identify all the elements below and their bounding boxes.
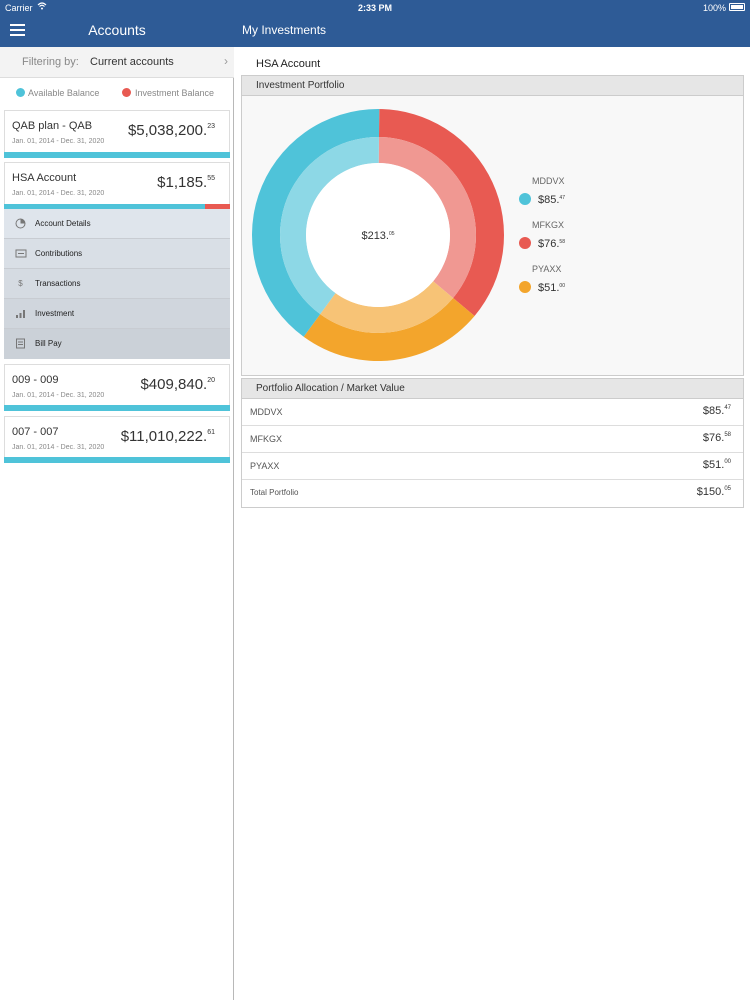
- total-value: $150.05: [696, 486, 731, 498]
- fund-value: $51.00: [702, 459, 731, 471]
- legend-value: $85.47: [538, 194, 565, 206]
- contributions-icon: [15, 248, 27, 259]
- allocation-row: MFKGX $76.58: [242, 426, 743, 453]
- account-dates: Jan. 01, 2014 - Dec. 31, 2020: [12, 444, 105, 451]
- fund-name: MFKGX: [250, 434, 283, 444]
- legend-value: $76.58: [538, 238, 565, 250]
- account-title: HSA Account: [256, 58, 321, 70]
- allocation-row: PYAXX $51.00: [242, 453, 743, 480]
- menu-item-account-details[interactable]: Account Details: [4, 209, 230, 239]
- carrier-label: Carrier: [5, 3, 33, 13]
- account-dates: Jan. 01, 2014 - Dec. 31, 2020: [12, 190, 105, 197]
- donut-inner-slice-mddvx: [280, 137, 379, 315]
- balance-bar: [4, 405, 230, 411]
- account-name: 007 - 007: [12, 426, 59, 438]
- donut-hole: [306, 163, 450, 307]
- menu-item-label: Account Details: [35, 219, 91, 228]
- account-name: 009 - 009: [12, 374, 59, 386]
- investments-panel: HSA Account Investment Portfolio $213.05…: [236, 47, 750, 1000]
- account-card[interactable]: QAB plan - QAB Jan. 01, 2014 - Dec. 31, …: [4, 110, 230, 158]
- legend-value: $51.00: [538, 282, 565, 294]
- available-legend-label: Available Balance: [28, 88, 100, 98]
- account-menu: Account Details Contributions $ Transact…: [4, 209, 230, 359]
- account-amount: $409,840.20: [140, 376, 215, 393]
- filter-label: Filtering by:: [22, 56, 79, 68]
- wifi-icon: [37, 1, 47, 13]
- donut-inner-slice-pyaxx: [320, 281, 454, 334]
- donut-slice-mddvx: [252, 108, 380, 337]
- top-bar: Carrier 2:33 PM 100% Accounts My Investm…: [0, 0, 750, 47]
- menu-item-contributions[interactable]: Contributions: [4, 239, 230, 269]
- portfolio-header: Investment Portfolio: [242, 76, 743, 96]
- menu-item-label: Bill Pay: [35, 339, 62, 348]
- menu-item-investment[interactable]: Investment: [4, 299, 230, 329]
- menu-item-label: Transactions: [35, 279, 81, 288]
- donut-chart: $213.05 MDDVX $85.47 MFKGX $76.58 PYAXX $51.00: [252, 108, 565, 361]
- legend-dot-icon: [519, 193, 531, 205]
- fund-value: $76.58: [702, 432, 731, 444]
- menu-item-bill-pay[interactable]: Bill Pay: [4, 329, 230, 359]
- allocation-row: MDDVX $85.47: [242, 399, 743, 426]
- bill-icon: [15, 338, 26, 349]
- investments-title: My Investments: [242, 23, 327, 37]
- account-card[interactable]: 009 - 009 Jan. 01, 2014 - Dec. 31, 2020 …: [4, 364, 230, 411]
- bar-chart-icon: [15, 308, 26, 319]
- account-dates: Jan. 01, 2014 - Dec. 31, 2020: [12, 392, 105, 399]
- donut-slice-mfkgx: [378, 109, 505, 316]
- menu-item-label: Contributions: [35, 249, 83, 258]
- fund-value: $85.47: [702, 405, 731, 417]
- pie-icon: [15, 218, 26, 229]
- chevron-right-icon: ›: [224, 54, 228, 68]
- allocation-total-row: Total Portfolio $150.05: [242, 480, 743, 507]
- account-card[interactable]: 007 - 007 Jan. 01, 2014 - Dec. 31, 2020 …: [4, 416, 230, 463]
- filter-row[interactable]: Filtering by: Current accounts ›: [0, 47, 234, 78]
- battery-icon: [729, 3, 745, 11]
- portfolio-chart: $213.05 MDDVX $85.47 MFKGX $76.58 PYAXX $51.00: [242, 96, 743, 375]
- fund-name: MDDVX: [250, 407, 283, 417]
- balance-bar: [4, 457, 230, 463]
- donut-inner-slice-mfkgx: [378, 137, 476, 298]
- investment-dot-icon: [122, 88, 131, 97]
- available-dot-icon: [16, 88, 25, 97]
- total-label: Total Portfolio: [250, 488, 299, 497]
- investment-legend-label: Investment Balance: [135, 88, 215, 98]
- balance-bar: [4, 204, 230, 210]
- allocation-header: Portfolio Allocation / Market Value: [242, 379, 743, 399]
- menu-icon[interactable]: [10, 24, 25, 36]
- account-name: HSA Account: [12, 172, 77, 184]
- menu-item-label: Investment: [35, 309, 75, 318]
- balance-bar: [4, 152, 230, 158]
- legend-label: MFKGX: [532, 220, 564, 230]
- accounts-title: Accounts: [88, 22, 146, 38]
- balance-legend: Available Balance Investment Balance: [0, 78, 234, 107]
- donut-slice-pyaxx: [303, 297, 475, 361]
- filter-value: Current accounts: [90, 56, 174, 68]
- fund-name: PYAXX: [250, 461, 280, 471]
- account-amount: $5,038,200.23: [127, 122, 215, 139]
- dollar-icon: $: [18, 279, 23, 288]
- allocation-card: Portfolio Allocation / Market Value MDDV…: [241, 378, 744, 508]
- account-card[interactable]: HSA Account Jan. 01, 2014 - Dec. 31, 202…: [4, 162, 230, 210]
- investment-balance-bar: [205, 204, 230, 210]
- battery-label: 100%: [702, 3, 726, 13]
- account-dates: Jan. 01, 2014 - Dec. 31, 2020: [12, 138, 105, 145]
- account-name: QAB plan - QAB: [12, 120, 93, 132]
- legend-label: MDDVX: [532, 176, 565, 186]
- accounts-panel: Filtering by: Current accounts › Availab…: [0, 47, 234, 1000]
- portfolio-card: Investment Portfolio $213.05 MDDVX $85.47 M…: [241, 75, 744, 376]
- status-bar: Carrier 2:33 PM 100%: [0, 0, 750, 16]
- legend-dot-icon: [519, 237, 531, 249]
- menu-item-transactions[interactable]: $ Transactions: [4, 269, 230, 299]
- status-time: 2:33 PM: [357, 3, 392, 13]
- legend-label: PYAXX: [532, 264, 561, 274]
- account-amount: $1,185.55: [157, 174, 215, 191]
- account-amount: $11,010,222.61: [120, 428, 215, 445]
- donut-center-total: $213.05: [361, 230, 394, 242]
- legend-dot-icon: [519, 281, 531, 293]
